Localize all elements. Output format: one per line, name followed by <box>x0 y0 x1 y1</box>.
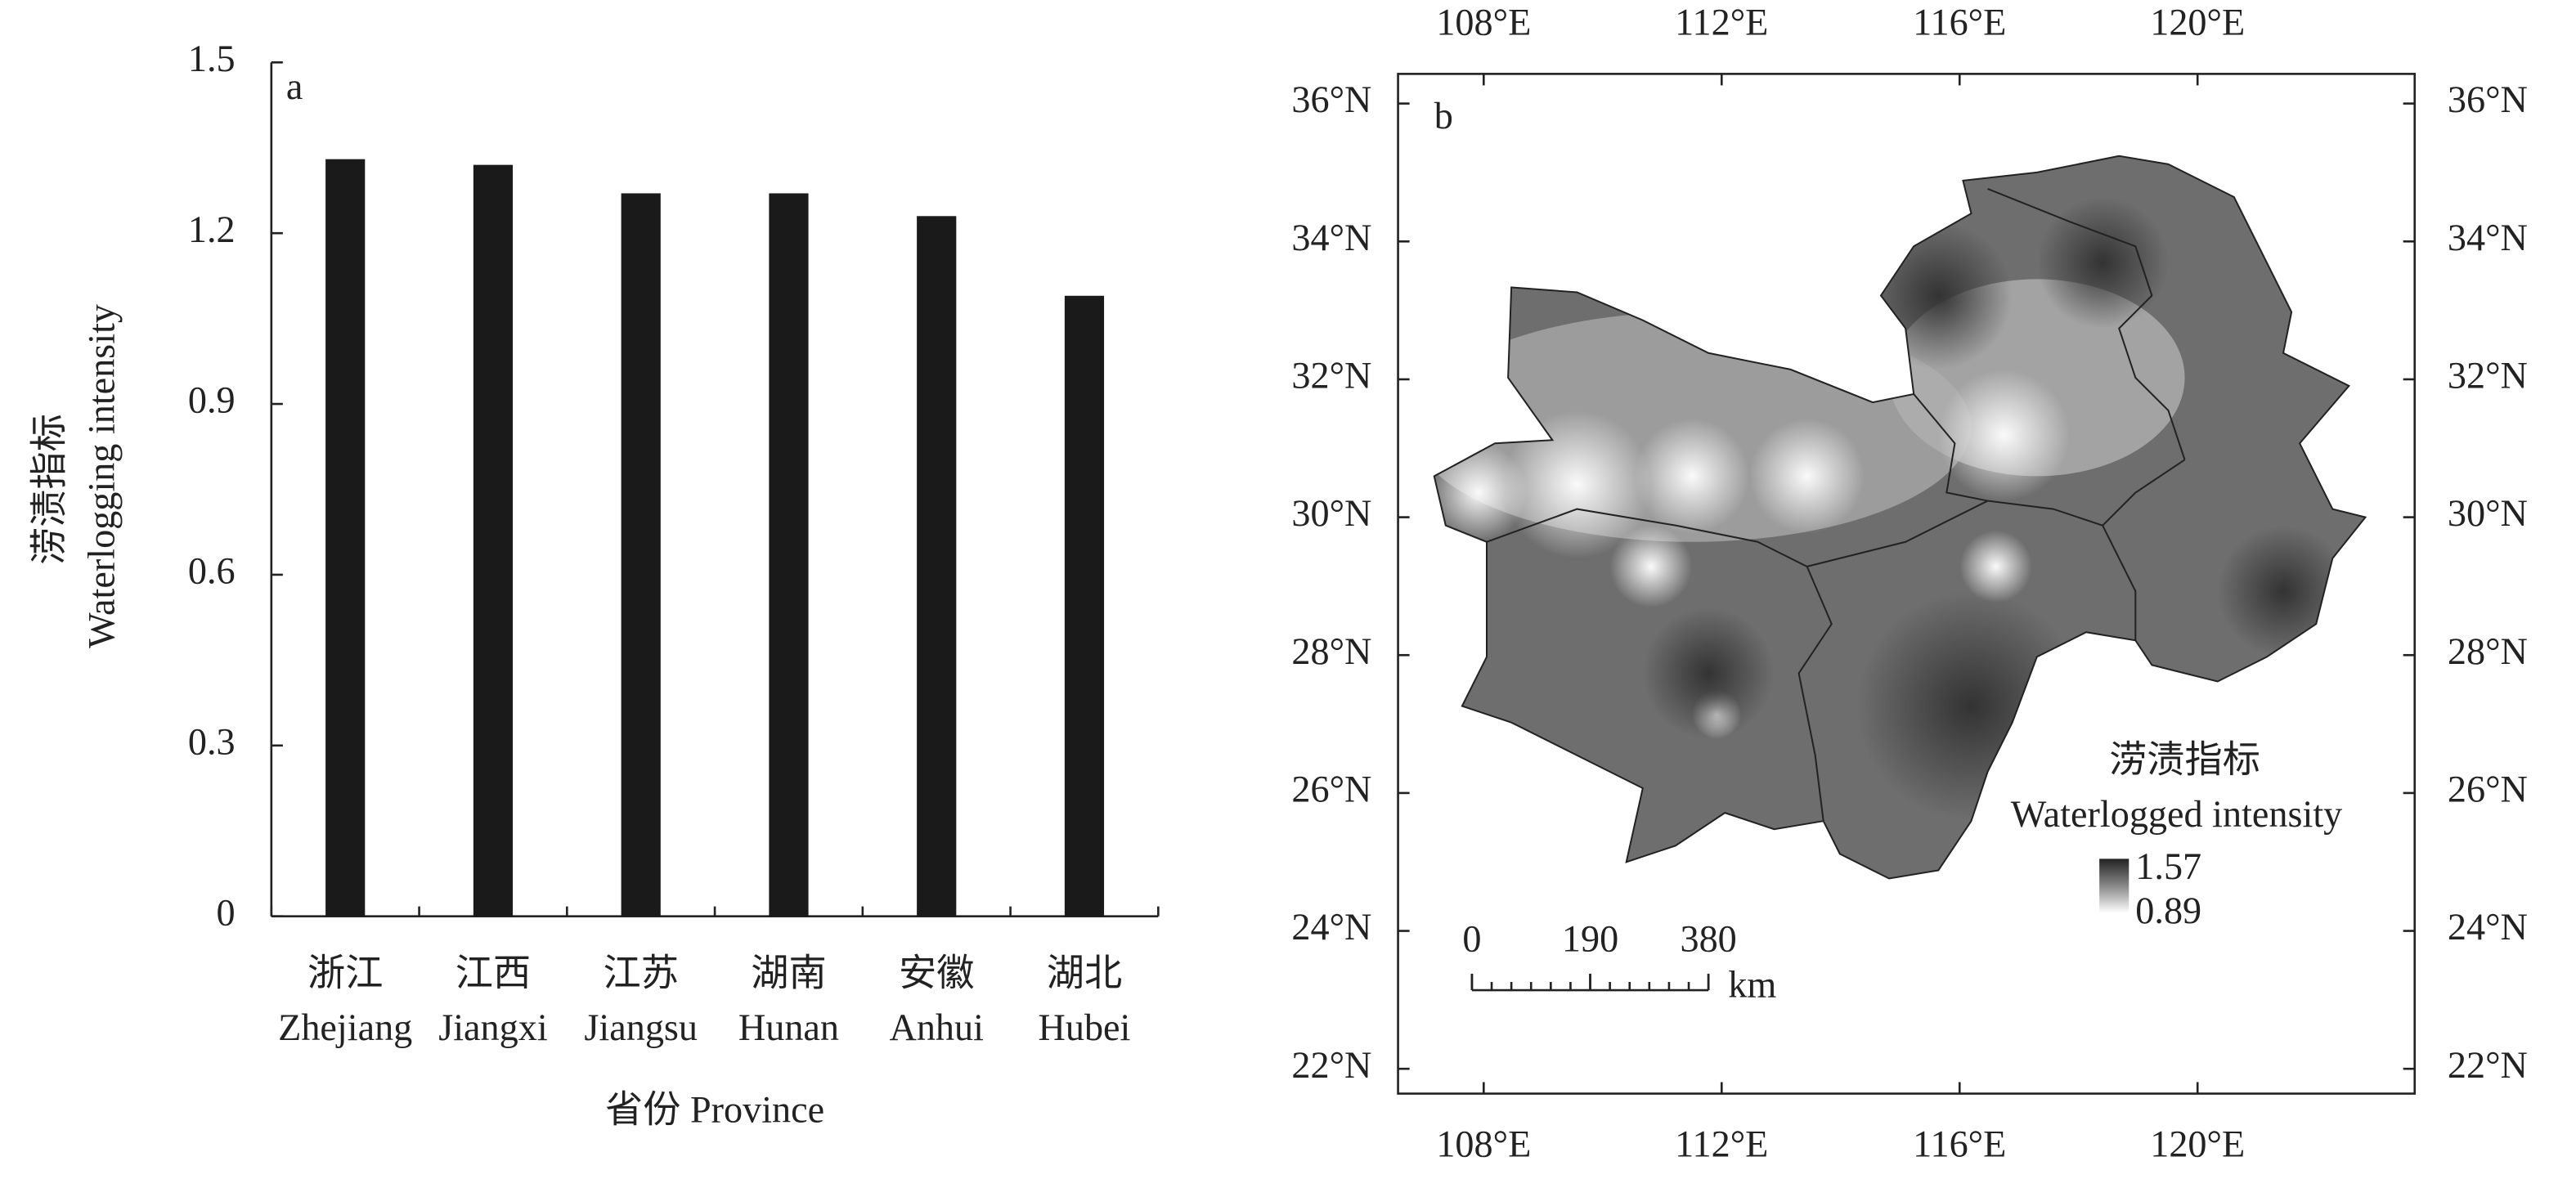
y-tick-label: 1.5 <box>188 38 236 79</box>
y-tick-label: 32°N <box>2448 355 2528 397</box>
x-tick-label: 120°E <box>2150 1123 2245 1164</box>
x-tick-label: 116°E <box>1913 2 2006 43</box>
x-tick-label: Hubei <box>1039 1006 1131 1048</box>
y-axis-title: Waterlogging intensity <box>81 304 123 648</box>
y-tick-label: 30°N <box>1291 492 1371 534</box>
y-tick-label: 22°N <box>2448 1044 2528 1086</box>
x-tick-label: 108°E <box>1436 2 1531 43</box>
y-tick-label: 0.6 <box>188 550 236 592</box>
x-tick-label: 112°E <box>1675 2 1768 43</box>
y-tick-label: 0.9 <box>188 379 236 421</box>
colorbar-label: 0.89 <box>2135 890 2201 931</box>
y-tick-label: 0 <box>217 891 236 933</box>
bar <box>1064 295 1105 917</box>
y-tick-label: 26°N <box>1291 768 1371 809</box>
panel-label: b <box>1434 95 1453 137</box>
colorbar <box>2099 858 2129 913</box>
bar <box>325 159 366 917</box>
bar <box>621 193 661 917</box>
y-tick-label: 1.2 <box>188 208 236 250</box>
x-tick-label: 江苏 <box>604 953 679 994</box>
x-tick-label: Anhui <box>889 1006 983 1048</box>
y-tick-label: 0.3 <box>188 720 236 762</box>
bar <box>473 164 514 917</box>
x-tick-label: 江西 <box>456 953 531 994</box>
y-tick-label: 36°N <box>2448 78 2528 120</box>
y-tick-label: 34°N <box>2448 217 2528 258</box>
y-tick-label: 24°N <box>1291 906 1371 948</box>
y-tick-label: 36°N <box>1291 78 1371 120</box>
x-tick-label: Jiangsu <box>584 1006 698 1048</box>
scale-bar-unit: km <box>1728 964 1776 1006</box>
x-tick-label: 116°E <box>1913 1123 2006 1164</box>
legend-title: 涝渍指标 <box>2109 738 2260 780</box>
colorbar-label: 1.57 <box>2135 845 2201 887</box>
scale-bar-label: 190 <box>1562 917 1618 959</box>
x-tick-label: 108°E <box>1436 1123 1531 1164</box>
panel-label: a <box>286 65 303 107</box>
x-tick-label: 120°E <box>2150 2 2245 43</box>
x-tick-label: 浙江 <box>307 953 383 994</box>
y-tick-label: 28°N <box>1291 630 1371 672</box>
y-axis-title: 涝渍指标 <box>28 414 70 565</box>
y-tick-label: 28°N <box>2448 630 2528 672</box>
bar <box>917 216 957 917</box>
x-tick-label: Hunan <box>738 1006 839 1048</box>
x-tick-label: 112°E <box>1675 1123 1768 1164</box>
y-tick-label: 22°N <box>1291 1044 1371 1086</box>
scale-bar-label: 380 <box>1680 917 1736 959</box>
y-tick-label: 26°N <box>2448 768 2528 809</box>
y-tick-label: 24°N <box>2448 906 2528 948</box>
y-tick-label: 30°N <box>2448 492 2528 534</box>
map-frame <box>1397 73 2417 1095</box>
x-axis-title: 省份 Province <box>605 1088 824 1130</box>
scale-bar-label: 0 <box>1462 917 1481 959</box>
x-tick-label: 安徽 <box>899 953 974 994</box>
x-tick-label: Jiangxi <box>438 1006 547 1048</box>
x-tick-label: 湖南 <box>751 953 826 994</box>
legend-title: Waterlogged intensity <box>2011 793 2342 835</box>
x-tick-label: Zhejiang <box>278 1006 412 1048</box>
y-tick-label: 32°N <box>1291 355 1371 397</box>
x-tick-label: 湖北 <box>1047 953 1122 994</box>
y-tick-label: 34°N <box>1291 217 1371 258</box>
bar <box>769 193 809 917</box>
